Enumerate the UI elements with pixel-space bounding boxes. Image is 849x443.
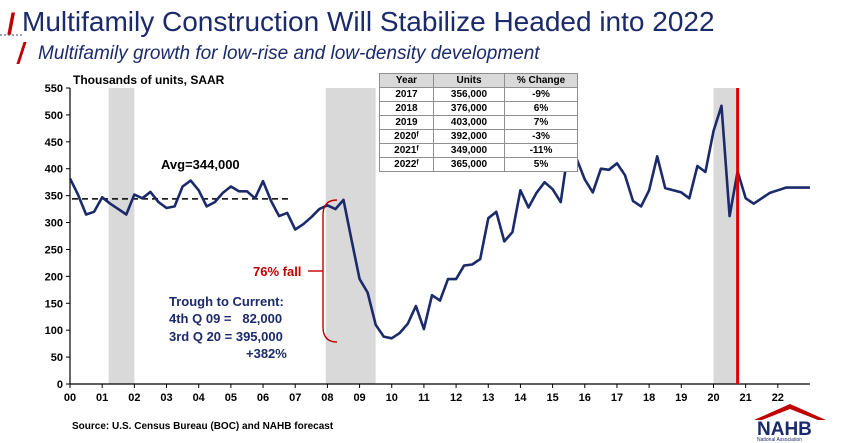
table-cell: 392,000 [433,129,505,144]
y-tick-label: 500 [45,110,63,122]
x-tick-label: 05 [225,392,237,404]
x-tick-label: 16 [579,392,591,404]
x-tick-label: 12 [450,392,462,404]
y-tick-label: 300 [45,218,63,230]
x-tick-label: 15 [546,392,558,404]
recession-band [108,88,135,384]
x-tick-label: 19 [675,392,687,404]
table-cell: 403,000 [433,115,505,130]
page-title: Multifamily Construction Will Stabilize … [22,6,715,37]
x-tick-label: 07 [289,392,301,404]
table-row: 2020ᶠ 392,000 -3% [379,129,578,144]
x-tick-label: 04 [193,392,206,404]
trough-line-2: 3rd Q 20 = 395,000 [169,329,283,344]
series-line [68,104,810,340]
table-cell: 349,000 [433,143,505,158]
fall-bracket [322,199,338,343]
x-tick-label: 01 [96,392,108,404]
x-tick-label: 00 [64,392,76,404]
table-cell: -11% [504,143,578,158]
title-slash-icon: / [7,8,16,41]
table-row: 2018 376,000 6% [379,101,578,116]
table-cell: 2022ᶠ [379,157,434,172]
page-subtitle: Multifamily growth for low-rise and low-… [38,43,540,64]
y-tick-label: 400 [45,164,63,176]
table-header-row: Year Units % Change [379,73,578,88]
y-tick-label: 200 [45,271,63,283]
y-tick-label: 350 [45,191,63,203]
average-label: Avg=344,000 [161,157,240,172]
y-tick-label: 50 [51,352,63,364]
table-cell: 2020ᶠ [379,129,434,144]
x-tick-label: 22 [772,392,784,404]
house-roof-icon [754,404,826,420]
x-tick-label: 20 [707,392,719,404]
table-cell: 2019 [379,115,434,130]
table-cell: 356,000 [433,87,505,102]
x-tick-label: 08 [321,392,333,404]
table-row: 2017 356,000 -9% [379,87,578,102]
table-cell: 2017 [379,87,434,102]
table-row: 2019 403,000 7% [379,115,578,130]
y-tick-label: 100 [45,325,63,337]
table-cell: 6% [504,101,578,116]
table-header: Year [379,73,434,88]
y-axis-label: Thousands of units, SAAR [73,73,225,87]
recession-band [713,88,738,384]
y-tick-label: 550 [45,83,63,95]
x-tick-label: 09 [353,392,365,404]
table-cell: -3% [504,129,578,144]
x-tick-label: 02 [128,392,140,404]
x-tick-label: 11 [418,392,430,404]
table-row: 2021ᶠ 349,000 -11% [379,143,578,158]
x-tick-label: 03 [160,392,172,404]
source-note: Source: U.S. Census Bureau (BOC) and NAH… [72,421,334,432]
nahb-logo [754,404,826,420]
y-tick-label: 150 [45,298,63,310]
table-cell: 7% [504,115,578,130]
table-cell: 2021ᶠ [379,143,434,158]
forecast-table: Year Units % Change 2017 356,000 -9% 2018 3… [379,73,578,172]
table-cell: 2018 [379,101,434,116]
trough-line-3: +382% [246,346,287,361]
x-tick-label: 06 [257,392,269,404]
trough-line-1: 4th Q 09 = 82,000 [169,311,282,326]
y-tick-label: 0 [57,379,63,391]
fall-label: 76% fall [253,264,301,279]
table-cell: 5% [504,157,578,172]
table-header: % Change [504,73,578,88]
table-cell: 365,000 [433,157,505,172]
dotted-accent [0,34,22,38]
x-tick-label: 21 [740,392,752,404]
x-tick-label: 10 [386,392,398,404]
table-row: 2022ᶠ 365,000 5% [379,157,578,172]
y-tick-label: 450 [45,137,63,149]
x-tick-label: 13 [482,392,494,404]
x-tick-label: 17 [611,392,623,404]
table-header: Units [433,73,505,88]
table-cell: 376,000 [433,101,505,116]
logo-text: NAHB [757,419,812,440]
x-tick-label: 18 [643,392,655,404]
table-cell: -9% [504,87,578,102]
trough-title: Trough to Current: [169,294,284,309]
x-tick-label: 14 [514,392,527,404]
y-tick-label: 250 [45,244,63,256]
logo-subtext: National Association [757,437,803,443]
